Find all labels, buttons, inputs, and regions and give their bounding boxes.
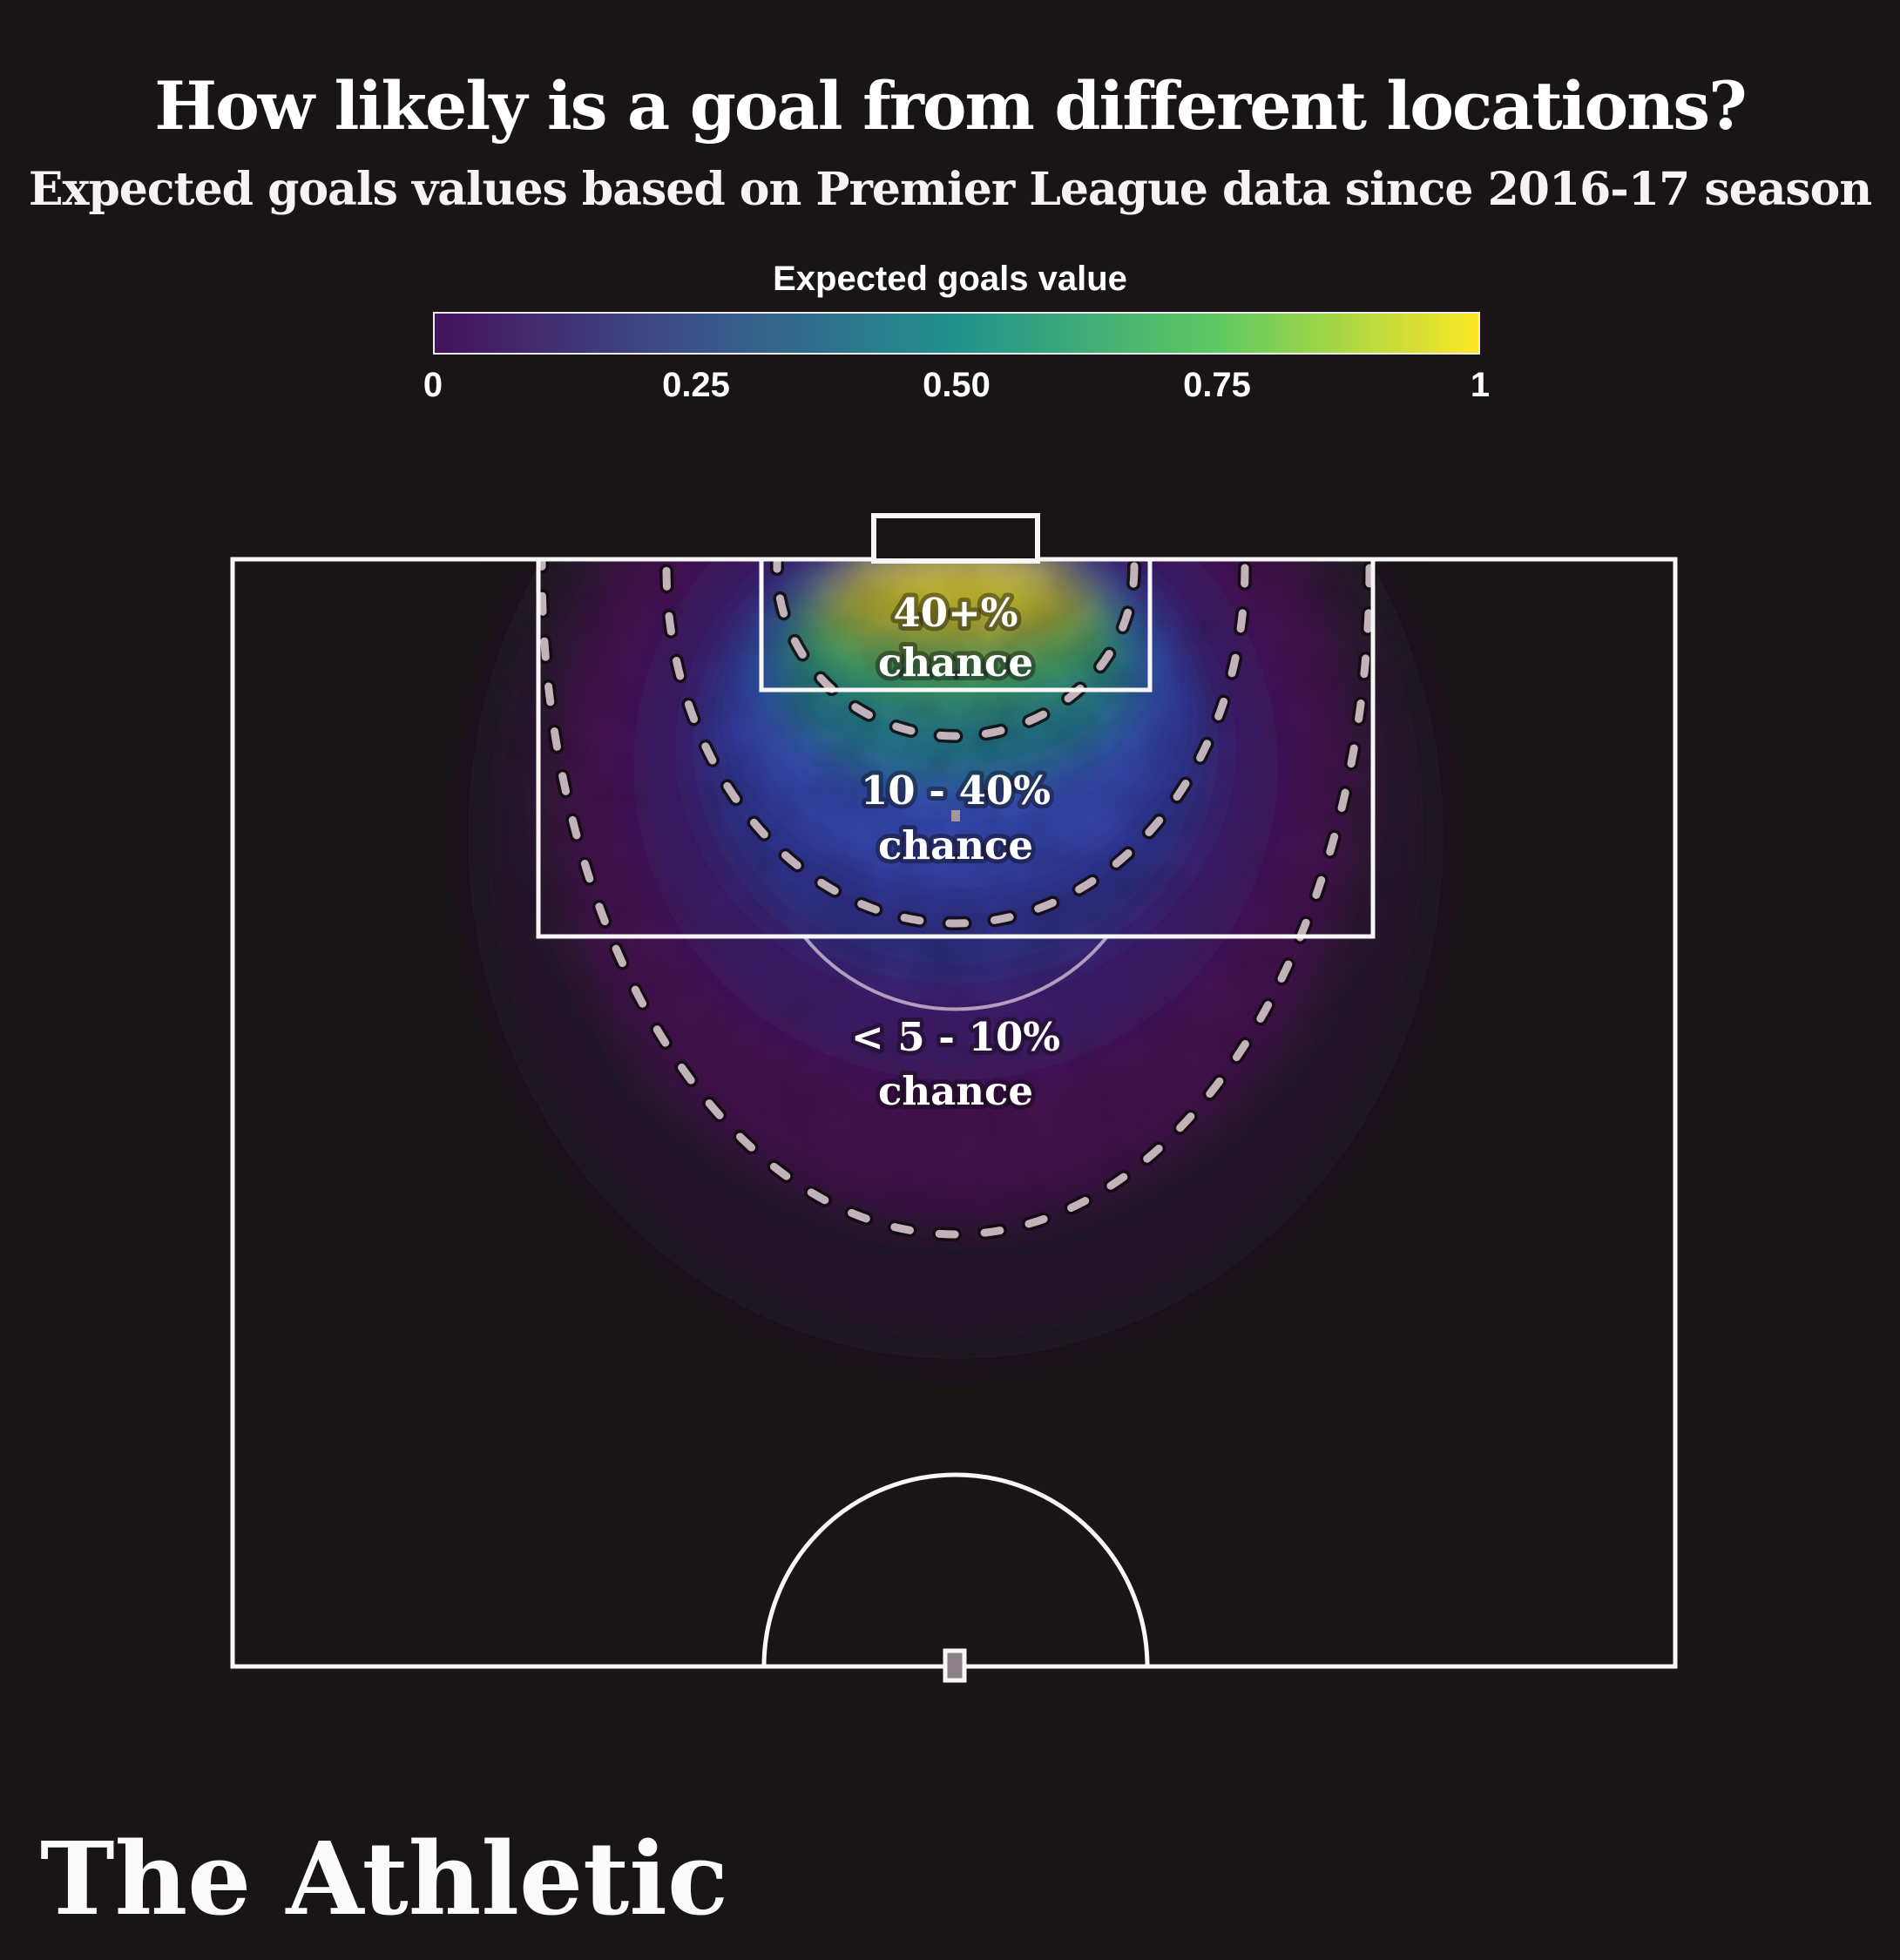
colorbar-gradient (433, 312, 1480, 355)
page-title: How likely is a goal from different loca… (154, 67, 1747, 145)
zone-chance-text: chance (878, 822, 1033, 868)
colorbar-tick: 0.75 (1183, 366, 1251, 404)
xg-zone-rings (535, 561, 1376, 1241)
the-athletic-logo: The Athletic (40, 1821, 729, 1938)
zone-value-text: 40+% (893, 590, 1018, 636)
zone-value-text: < 5 - 10% (851, 1014, 1060, 1060)
zone-label-40plus: 40+% chance (874, 585, 1038, 690)
page-subtitle: Expected goals values based on Premier L… (28, 163, 1872, 216)
colorbar-tick: 0 (423, 366, 443, 404)
zone-ring-middle (662, 561, 1249, 928)
zone-label-under5-10: < 5 - 10% chance (847, 1010, 1065, 1119)
penalty-arc (802, 935, 1109, 1011)
colorbar-title: Expected goals value (773, 260, 1127, 298)
centre-mark (943, 1648, 967, 1683)
colorbar-ticks: 0 0.25 0.50 0.75 1 (0, 368, 1900, 406)
goal (871, 513, 1040, 564)
colorbar-tick: 0.25 (662, 366, 730, 404)
penalty-spot (951, 810, 960, 821)
colorbar-tick: 1 (1470, 366, 1491, 404)
zone-chance-text: chance (878, 639, 1033, 686)
zone-chance-text: chance (878, 1068, 1033, 1114)
zone-ring-inner (773, 561, 1139, 740)
pitch-markings (230, 513, 1678, 1683)
colorbar-tick: 0.50 (923, 366, 991, 404)
zone-label-10-40: 10 - 40% chance (856, 763, 1055, 873)
centre-circle-arc (761, 1472, 1150, 1667)
zone-value-text: 10 - 40% (861, 767, 1051, 814)
zone-ring-outer (538, 561, 1374, 1239)
